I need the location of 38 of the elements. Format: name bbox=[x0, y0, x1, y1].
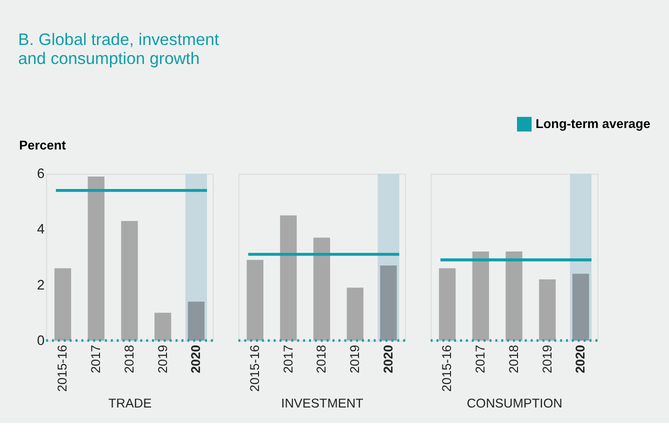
x-tick-label: 2017 bbox=[472, 344, 488, 374]
bar bbox=[313, 238, 330, 340]
bar bbox=[88, 176, 104, 340]
x-tick-label: 2019 bbox=[539, 344, 554, 374]
bar bbox=[121, 220, 138, 340]
bar bbox=[539, 279, 556, 340]
bar bbox=[506, 252, 522, 340]
bar bbox=[472, 252, 489, 340]
bar bbox=[54, 268, 72, 340]
x-axis-title: TRADE bbox=[108, 395, 152, 410]
y-tick-label: 4 bbox=[36, 222, 45, 237]
chart-title: B. Global trade, investment and consumption growth bbox=[18, 30, 220, 68]
y-tick-label: 2 bbox=[36, 277, 45, 292]
x-tick-label: 2017 bbox=[280, 344, 296, 374]
x-tick-label: 2019 bbox=[347, 344, 362, 374]
bar bbox=[280, 215, 297, 340]
x-axis-title: INVESTMENT bbox=[281, 395, 364, 410]
y-tick-label: 0 bbox=[36, 332, 45, 348]
bar bbox=[154, 312, 172, 340]
x-tick-label: 2018 bbox=[314, 344, 329, 374]
x-tick-label: 2020 bbox=[380, 344, 396, 374]
x-tick-label: 2017 bbox=[88, 344, 104, 374]
bar bbox=[188, 302, 205, 340]
x-tick-label: 2015-16 bbox=[54, 344, 70, 392]
bar bbox=[346, 288, 364, 340]
bar bbox=[246, 260, 264, 340]
x-tick-label: 2018 bbox=[121, 344, 136, 374]
x-tick-label: 2018 bbox=[506, 344, 521, 374]
x-tick-label: 2015-16 bbox=[439, 344, 454, 392]
x-tick-label: 2015-16 bbox=[246, 344, 262, 392]
y-axis-title: Percent bbox=[19, 138, 67, 153]
x-tick-label: 2020 bbox=[572, 344, 588, 374]
legend-label: Long-term average bbox=[536, 116, 650, 132]
x-tick-label: 2019 bbox=[154, 344, 170, 374]
x-tick-label: 2020 bbox=[188, 344, 204, 374]
bar bbox=[438, 268, 456, 340]
y-tick-label: 6 bbox=[36, 166, 45, 182]
x-axis-title: CONSUMPTION bbox=[466, 395, 562, 410]
